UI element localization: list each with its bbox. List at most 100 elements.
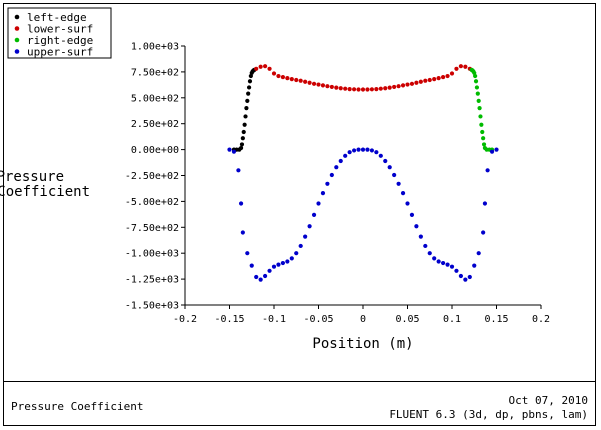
data-point-upper-surf [400,191,406,196]
data-point-upper-surf [467,274,472,280]
y-tick-label: 7.50e+02 [131,67,179,78]
data-point-upper-surf [271,264,277,269]
data-point-lower-surf [458,64,463,69]
y-tick-label: -1.25e+03 [125,275,179,286]
footer-title: Pressure Coefficient [11,400,144,413]
footer-info: Oct 07, 2010 FLUENT 6.3 (3d, dp, pbns, l… [389,394,588,422]
data-point-upper-surf [238,201,244,206]
data-point-lower-surf [445,73,450,79]
data-point-upper-surf [378,153,383,158]
data-point-upper-surf [365,147,370,152]
data-point-right-edge [473,73,478,79]
data-point-lower-surf [329,84,334,90]
data-point-upper-surf [240,230,245,235]
x-tick-label: 0.1 [443,314,461,325]
data-point-lower-surf [427,77,432,83]
x-tick-label: -0.1 [262,314,286,325]
data-point-upper-surf [387,165,392,170]
data-point-upper-surf [298,243,303,249]
data-point-right-edge [481,142,487,147]
data-point-upper-surf [249,263,254,268]
data-point-upper-surf [463,277,468,282]
data-point-lower-surf [311,81,317,86]
data-point-upper-surf [343,153,348,158]
data-point-lower-surf [289,77,294,82]
data-point-upper-surf [427,251,432,256]
data-point-lower-surf [432,77,437,82]
data-point-lower-surf [400,83,406,88]
data-point-lower-surf [387,85,392,90]
data-point-left-edge [246,85,252,90]
x-tick-label: 0 [360,314,366,325]
data-point-lower-surf [294,77,299,83]
data-point-left-edge [240,136,245,141]
data-point-lower-surf [303,79,308,84]
y-tick-label: -1.50e+03 [125,301,179,312]
series-left-edge [231,67,257,152]
data-point-upper-surf [276,262,281,267]
data-point-upper-surf [494,147,499,152]
footer-solver: FLUENT 6.3 (3d, dp, pbns, lam) [389,408,588,421]
data-point-lower-surf [374,86,379,92]
data-point-lower-surf [454,66,459,71]
data-point-upper-surf [454,268,459,273]
data-point-right-edge [475,91,480,96]
data-point-right-edge [481,136,486,141]
data-point-left-edge [238,145,244,151]
data-point-upper-surf [482,201,488,206]
y-axis-label-line-2: Coefficient [0,184,90,200]
data-point-lower-surf [418,79,423,84]
data-point-lower-surf [347,86,352,92]
data-point-right-edge [480,129,485,135]
data-point-lower-surf [378,86,383,91]
y-tick-label: -1.00e+03 [125,249,179,260]
data-point-upper-surf [325,181,330,186]
data-point-upper-surf [485,168,490,173]
data-point-upper-surf [383,158,388,164]
data-points [227,64,499,282]
data-point-lower-surf [383,86,388,91]
data-point-upper-surf [307,224,312,229]
data-point-upper-surf [432,256,437,261]
series-right-edge [469,67,495,152]
data-point-lower-surf [365,87,370,92]
data-point-upper-surf [392,172,397,178]
data-point-left-edge [246,91,251,96]
data-point-lower-surf [392,84,397,90]
data-point-lower-surf [409,81,415,86]
legend-box [7,7,112,59]
data-point-lower-surf [258,64,263,69]
legend-marker-right-edge [14,37,20,43]
data-point-upper-surf [405,201,410,206]
data-point-upper-surf [329,172,334,178]
data-point-upper-surf [294,251,299,256]
data-point-right-edge [476,98,481,104]
y-tick-label: 0.00e+00 [131,145,179,156]
data-point-right-edge [477,106,482,111]
y-tick-label: -5.00e+02 [125,197,179,208]
data-point-upper-surf [396,181,401,186]
data-point-upper-surf [334,165,339,170]
data-point-upper-surf [285,259,290,264]
data-point-upper-surf [360,147,366,152]
data-point-upper-surf [311,212,317,217]
data-point-upper-surf [352,148,357,153]
data-point-lower-surf [423,78,428,83]
x-tick-label: 0.15 [484,314,508,325]
data-point-right-edge [473,79,479,84]
data-point-upper-surf [303,234,308,239]
data-point-upper-surf [347,150,352,155]
data-point-lower-surf [338,86,343,91]
data-point-upper-surf [409,212,415,217]
data-point-upper-surf [338,158,343,164]
data-point-upper-surf [254,274,259,280]
data-point-upper-surf [263,273,268,279]
legend-label-upper-surf: upper-surf [27,46,93,59]
y-tick-label: 5.00e+02 [131,93,179,104]
data-point-left-edge [241,129,246,135]
data-point-lower-surf [334,85,339,90]
data-point-upper-surf [236,168,241,173]
data-point-upper-surf [423,243,428,249]
data-point-lower-surf [436,76,441,81]
